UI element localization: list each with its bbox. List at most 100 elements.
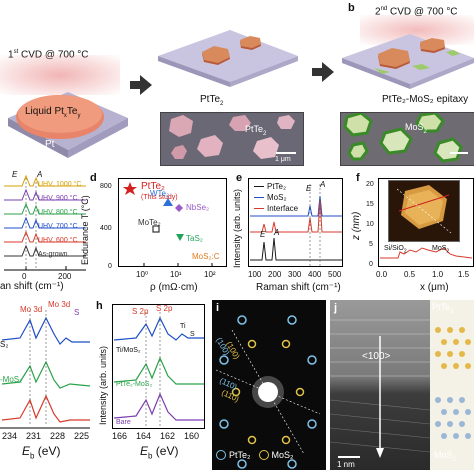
panel-f-ytick: 10 <box>366 221 374 228</box>
scalebar-1um-2 <box>450 152 468 154</box>
panel-d-point-label: PtTe₂ <box>141 181 165 192</box>
panel-e-chart <box>248 178 343 267</box>
ptte2-label: PtTe2 <box>200 94 224 108</box>
panel-h-row-label: Bare <box>116 419 131 426</box>
panel-f-mos2-label: MoS2 <box>432 245 450 255</box>
micro-ptte2-label: PtTe2 <box>245 124 267 137</box>
panel-h-xtick: 162 <box>160 431 176 441</box>
panel-c-spectrum-label: UHV, 900 °C <box>38 195 78 202</box>
panel-d-point-label: NbSe₂ <box>186 203 210 212</box>
liquid-label: Liquid PtxTey <box>25 106 81 120</box>
panel-h-xtick: 160 <box>184 431 200 441</box>
panel-i-legend: PtTe₂ MoS₂ <box>216 450 294 460</box>
panel-g-peak: Mo 3d <box>48 300 71 309</box>
panel-g-xtick: 231 <box>26 431 42 441</box>
panel-f-xtick: 0.0 <box>376 270 388 279</box>
step1-title: 1st CVD @ 700 °C <box>8 49 89 60</box>
arrow-right-icon-2 <box>312 62 334 82</box>
panel-c-tick: 0 <box>22 272 27 281</box>
panel-b-letter: b <box>348 2 355 14</box>
panel-d-point-label: TaS₂ <box>186 234 203 243</box>
hetero-label: PtTe₂-MoS₂ epitaxy <box>382 94 469 105</box>
panel-g-xtick: 234 <box>2 431 18 441</box>
panel-c-chart <box>4 174 86 271</box>
panel-h-letter: h <box>96 300 103 312</box>
pt-label: Pt <box>45 139 55 150</box>
panel-d-point-note: (This study) <box>141 194 178 201</box>
arrow-right-icon <box>130 75 152 95</box>
panel-h-peak: S 2p <box>132 307 149 316</box>
panel-e-xtick: 100 <box>248 270 262 279</box>
panel-e-legend-item: MoS₂ <box>254 192 298 203</box>
panel-g-row-label: S₂ <box>0 340 9 349</box>
panel-e-peak: E <box>306 184 312 193</box>
panel-c-spectrum-label: As-grown <box>38 251 68 258</box>
panel-c-spectrum-line <box>4 202 86 215</box>
panel-j-top-label: PtTe2 <box>432 302 454 315</box>
panel-c-spectrum-label: UHV, 800 °C <box>38 209 78 216</box>
panel-d-xtick: 10² <box>204 270 216 279</box>
panel-d-point-label: WTe₂ <box>150 189 170 198</box>
panel-g-peak: S <box>74 308 80 317</box>
panel-e-ylabel: Intensity (arb. units) <box>232 188 242 268</box>
panel-d-point-label: MoTe₂ <box>138 218 161 227</box>
optical-micrograph-ptte2 <box>160 112 304 166</box>
panel-h-xtick: 166 <box>112 431 128 441</box>
top-row: 1st CVD @ 700 °C Liquid PtxTey Pt PtTe2 <box>0 0 474 166</box>
panel-g-chart <box>0 310 91 429</box>
panel-d-ytick: 0 <box>108 263 112 270</box>
panel-h-ylabel: Intensity (arb. units) <box>98 345 108 425</box>
panel-j-bottom-label: MoS2 <box>434 450 456 463</box>
panel-c-spectrum-line <box>4 174 86 187</box>
panel-d-xtick: 10¹ <box>170 270 182 279</box>
afm-inset <box>388 180 460 242</box>
panel-g-row-label: -MoS₂ <box>0 375 23 384</box>
panel-c-spectrum-line <box>4 188 86 201</box>
panel-h-chart <box>112 304 205 429</box>
panel-c-legend: UHV, 1000 °C UHV, 900 °C UHV, 800 °C UHV… <box>38 180 81 264</box>
panel-e-xtick: 300 <box>288 270 302 279</box>
substrate-diagram-1 <box>8 92 128 158</box>
substrate-diagram-2 <box>158 30 298 87</box>
panel-e-peak: E <box>260 230 266 239</box>
panel-d-ylabel: Endurance T (°C) <box>80 195 90 265</box>
micro-mos2-label: MoS2 <box>405 122 427 135</box>
panel-h-peak: S <box>190 331 195 338</box>
panel-e-legend: PtTe₂ MoS₂ Interface <box>254 181 298 214</box>
panel-f-ylabel: z (nm) <box>351 211 362 240</box>
panel-c-spectrum-label: UHV, 1000 °C <box>38 181 82 188</box>
panel-i-letter: i <box>216 302 220 314</box>
panel-d-letter: d <box>90 172 97 184</box>
optical-micrograph-heterostructure <box>340 112 474 166</box>
scalebar-1um-label: 1 μm <box>275 156 291 163</box>
panel-c-xlabel: an shift (cm⁻¹) <box>0 281 64 292</box>
panel-c-spectrum-line <box>4 244 86 257</box>
scalebar-1um <box>276 152 296 154</box>
panel-d-chart <box>118 178 227 267</box>
panel-j-letter: j <box>334 302 338 314</box>
panel-i-legend-label: PtTe₂ <box>229 450 251 460</box>
panel-c-peak-ag: A <box>37 170 43 179</box>
panel-e-legend-item: PtTe₂ <box>254 181 298 192</box>
substrate-diagram-3 <box>342 34 474 89</box>
panel-f-xtick: 0.5 <box>404 270 416 279</box>
panel-c-peak-eg: E <box>12 170 18 179</box>
panel-e-xtick: 400 <box>308 270 322 279</box>
panel-h-xtick: 164 <box>136 431 152 441</box>
panel-f-xtick: 1.5 <box>458 270 470 279</box>
panel-j-direction: <100> <box>362 351 391 362</box>
panel-d-xlabel: ρ (mΩ·cm) <box>150 282 198 293</box>
panel-d-ytick: 400 <box>100 225 112 232</box>
panel-f-ytick: 0 <box>369 261 373 268</box>
panel-i-diffraction <box>212 300 326 470</box>
panel-g-xlabel: Eb (eV) <box>22 444 61 461</box>
panel-c-tick: 200 <box>58 272 72 281</box>
panel-d-point-label: MoS₂:C <box>192 252 220 261</box>
panel-f-xlabel: x (μm) <box>420 282 449 293</box>
panel-e-peak: A <box>320 180 326 189</box>
panel-f-ytick: 20 <box>366 181 374 188</box>
panel-g-xtick: 228 <box>50 431 66 441</box>
panel-e-xlabel: Raman shift (cm⁻¹) <box>256 282 341 293</box>
panel-h-xlabel: Eb (eV) <box>140 444 179 461</box>
panel-j-stem-image <box>330 300 474 470</box>
